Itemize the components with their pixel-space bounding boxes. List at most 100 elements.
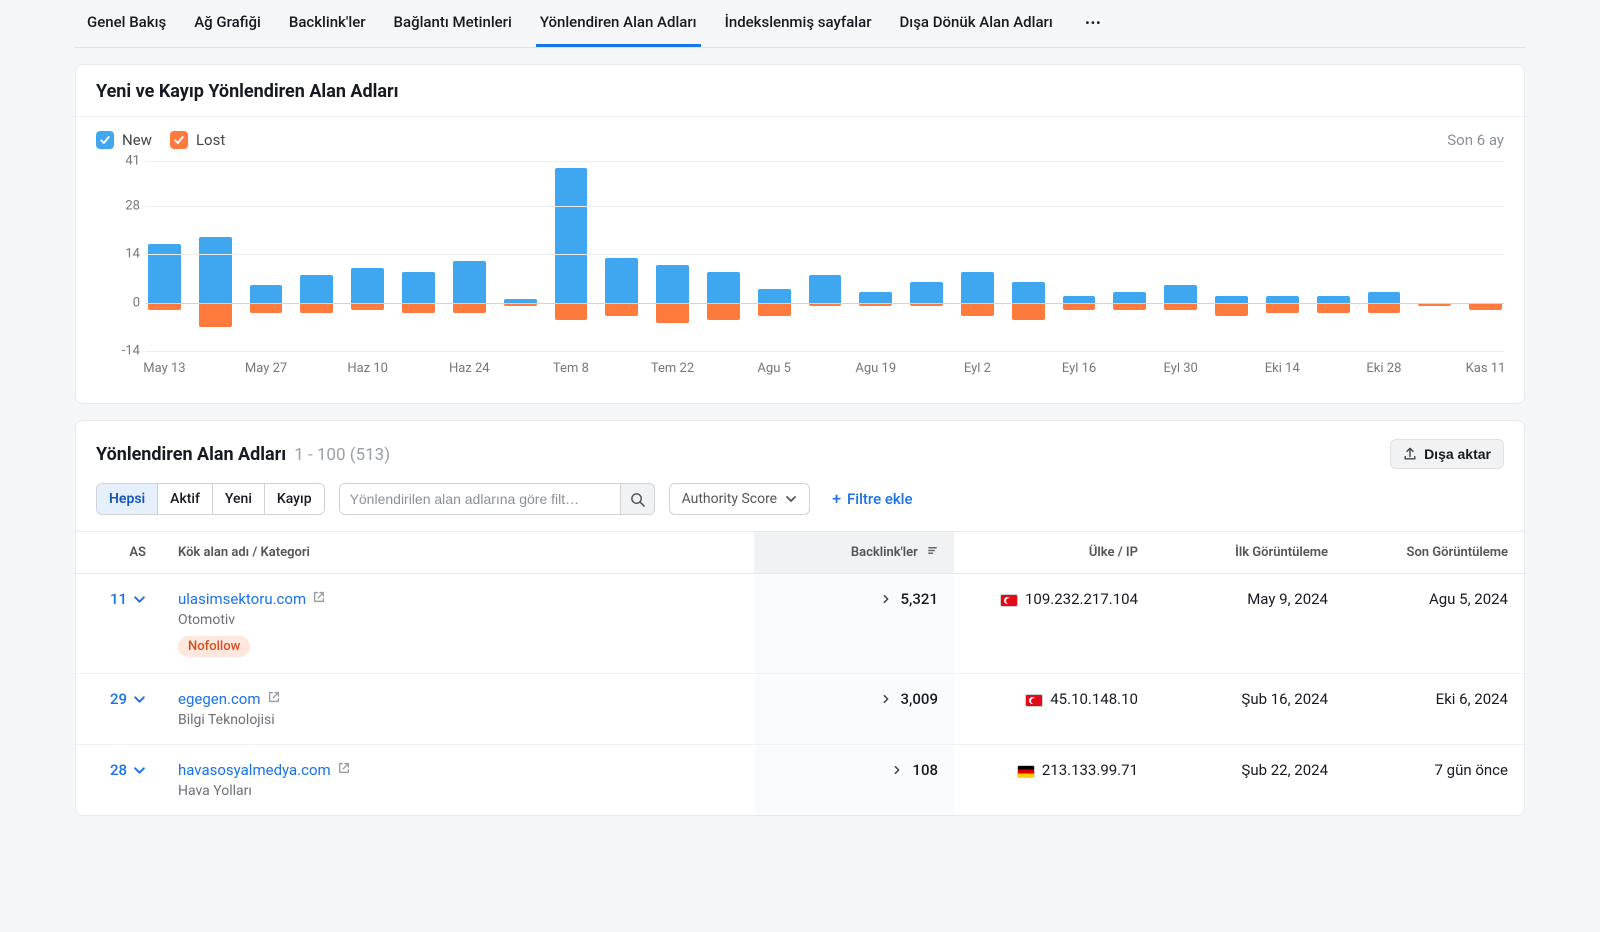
bar-slot[interactable] xyxy=(707,161,740,351)
domain-link[interactable]: havasosyalmedya.com xyxy=(178,761,351,779)
authority-score-label: Authority Score xyxy=(682,491,778,507)
bar-slot[interactable] xyxy=(605,161,638,351)
col-first-seen[interactable]: İlk Görüntüleme xyxy=(1154,532,1344,574)
checkbox-lost-icon xyxy=(170,131,188,149)
chart-card: Yeni ve Kayıp Yönlendiren Alan Adları Ne… xyxy=(75,64,1525,404)
bar-slot[interactable] xyxy=(910,161,943,351)
bar-slot[interactable] xyxy=(1215,161,1248,351)
bar-slot[interactable] xyxy=(402,161,435,351)
x-label: Eki 14 xyxy=(1265,361,1300,376)
bar-slot[interactable] xyxy=(1368,161,1401,351)
bar-slot[interactable] xyxy=(1063,161,1096,351)
export-button[interactable]: Dışa aktar xyxy=(1390,439,1504,469)
bar-slot[interactable] xyxy=(961,161,994,351)
bar-slot[interactable] xyxy=(504,161,537,351)
table-card: Yönlendiren Alan Adları 1 - 100 (513) Dı… xyxy=(75,420,1525,816)
bar-slot[interactable] xyxy=(351,161,384,351)
authority-score-dropdown[interactable]: Authority Score xyxy=(669,483,811,515)
y-tick: -14 xyxy=(122,344,140,359)
x-label: Haz 10 xyxy=(347,361,388,376)
flag-icon xyxy=(1025,694,1043,707)
ip-address: 45.10.148.10 xyxy=(1050,690,1138,708)
search-input[interactable] xyxy=(340,484,620,514)
chevron-right-icon xyxy=(881,590,891,608)
bar-slot[interactable] xyxy=(1164,161,1197,351)
y-tick: 41 xyxy=(125,154,140,169)
chevron-right-icon xyxy=(892,761,902,779)
bar-slot[interactable] xyxy=(1113,161,1146,351)
last-seen: Agu 5, 2024 xyxy=(1344,574,1524,674)
add-filter-button[interactable]: + Filtre ekle xyxy=(824,483,920,515)
x-label: Eyl 16 xyxy=(1062,361,1096,376)
backlinks-expand[interactable]: 3,009 xyxy=(881,690,938,708)
bar-slot[interactable] xyxy=(809,161,842,351)
timeframe: Son 6 ay xyxy=(1447,131,1504,149)
external-link-icon xyxy=(312,590,326,608)
tab-ref-domains[interactable]: Yönlendiren Alan Adları xyxy=(536,0,701,47)
x-label: Tem 22 xyxy=(651,361,694,376)
col-domain[interactable]: Kök alan adı / Kategori xyxy=(162,532,754,574)
chart-title: Yeni ve Kayıp Yönlendiren Alan Adları xyxy=(96,81,1504,102)
backlinks-expand[interactable]: 108 xyxy=(892,761,938,779)
bar-slot[interactable] xyxy=(555,161,588,351)
external-link-icon xyxy=(267,690,281,708)
tab-outbound[interactable]: Dışa Dönük Alan Adları xyxy=(896,0,1057,47)
x-label: May 27 xyxy=(245,361,287,376)
add-filter-label: Filtre ekle xyxy=(847,490,913,508)
bar-slot[interactable] xyxy=(1317,161,1350,351)
tab-overview[interactable]: Genel Bakış xyxy=(83,0,170,47)
domain-link[interactable]: ulasimsektoru.com xyxy=(178,590,326,608)
col-backlinks-label: Backlink'ler xyxy=(851,545,918,560)
table-toolbar: Hepsi Aktif Yeni Kayıp Authority Score +… xyxy=(76,483,1524,531)
external-link-icon xyxy=(337,761,351,779)
search-button[interactable] xyxy=(620,484,654,514)
domain-link[interactable]: egegen.com xyxy=(178,690,281,708)
tab-more[interactable]: ··· xyxy=(1077,4,1109,44)
seg-active[interactable]: Aktif xyxy=(158,484,213,514)
table-row: 11 ulasimsektoru.com OtomotivNofollow 5,… xyxy=(76,574,1524,674)
legend-new-label: New xyxy=(122,131,152,149)
plus-icon: + xyxy=(832,493,841,505)
bar-slot[interactable] xyxy=(148,161,181,351)
nofollow-badge: Nofollow xyxy=(178,636,250,657)
seg-all[interactable]: Hepsi xyxy=(97,484,158,514)
bar-slot[interactable] xyxy=(199,161,232,351)
bar-slot[interactable] xyxy=(758,161,791,351)
flag-icon xyxy=(1017,765,1035,778)
x-label: Haz 24 xyxy=(449,361,490,376)
domains-table: AS Kök alan adı / Kategori Backlink'ler … xyxy=(76,531,1524,815)
bar-slot[interactable] xyxy=(300,161,333,351)
bar-slot[interactable] xyxy=(656,161,689,351)
x-label: Eyl 2 xyxy=(964,361,991,376)
tab-anchor[interactable]: Bağlantı Metinleri xyxy=(390,0,516,47)
bar-slot[interactable] xyxy=(1012,161,1045,351)
tab-backlinks[interactable]: Backlink'ler xyxy=(285,0,370,47)
last-seen: Eki 6, 2024 xyxy=(1344,674,1524,745)
chevron-right-icon xyxy=(881,690,891,708)
as-value[interactable]: 11 xyxy=(110,590,146,608)
col-country-ip[interactable]: Ülke / IP xyxy=(954,532,1154,574)
col-as[interactable]: AS xyxy=(76,532,162,574)
y-tick: 14 xyxy=(125,247,140,262)
legend-lost[interactable]: Lost xyxy=(170,131,225,149)
x-label: Eyl 30 xyxy=(1163,361,1197,376)
tab-indexed[interactable]: İndekslenmiş sayfalar xyxy=(721,0,876,47)
export-icon xyxy=(1403,447,1417,461)
tab-network[interactable]: Ağ Grafiği xyxy=(190,0,265,47)
bar-slot[interactable] xyxy=(1469,161,1502,351)
seg-new[interactable]: Yeni xyxy=(213,484,265,514)
legend-new[interactable]: New xyxy=(96,131,152,149)
col-backlinks[interactable]: Backlink'ler xyxy=(754,532,954,574)
backlinks-expand[interactable]: 5,321 xyxy=(881,590,938,608)
chart-plot xyxy=(146,161,1504,351)
as-value[interactable]: 29 xyxy=(110,690,146,708)
table-row: 29 egegen.com Bilgi Teknolojisi 3,00945.… xyxy=(76,674,1524,745)
bar-slot[interactable] xyxy=(453,161,486,351)
seg-lost[interactable]: Kayıp xyxy=(265,484,324,514)
bar-slot[interactable] xyxy=(250,161,283,351)
bar-slot[interactable] xyxy=(1266,161,1299,351)
bar-slot[interactable] xyxy=(859,161,892,351)
bar-slot[interactable] xyxy=(1418,161,1451,351)
as-value[interactable]: 28 xyxy=(110,761,146,779)
col-last-seen[interactable]: Son Görüntüleme xyxy=(1344,532,1524,574)
